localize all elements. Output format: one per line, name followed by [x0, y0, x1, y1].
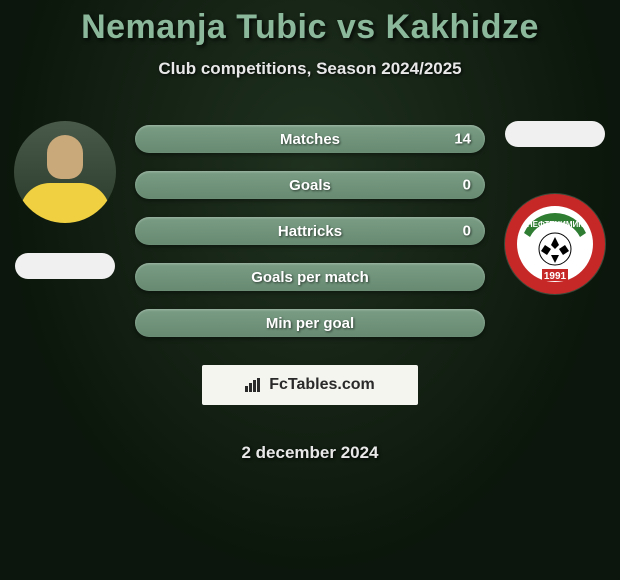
snapshot-date: 2 december 2024: [241, 443, 378, 463]
left-flag-pill: [15, 253, 115, 279]
stat-row-goals: Goals 0: [135, 171, 485, 199]
stat-row-min-per-goal: Min per goal: [135, 309, 485, 337]
comparison-card: Nemanja Tubic vs Kakhidze Club competiti…: [0, 0, 620, 463]
page-title: Nemanja Tubic vs Kakhidze: [0, 8, 620, 47]
right-flag-pill: [505, 121, 605, 147]
stat-right-value: 0: [463, 177, 471, 194]
right-club-logo: НЕФТЕХИМИК 1991: [504, 193, 606, 295]
stat-label: Goals per match: [251, 269, 369, 286]
club-crest-icon: НЕФТЕХИМИК 1991: [504, 193, 606, 295]
stat-right-value: 0: [463, 223, 471, 240]
stat-label: Matches: [280, 131, 340, 148]
stat-label: Goals: [289, 177, 331, 194]
club-year-text: 1991: [544, 271, 567, 282]
stat-row-hattricks: Hattricks 0: [135, 217, 485, 245]
club-name-text: НЕФТЕХИМИК: [527, 220, 583, 229]
bar-chart-icon: [245, 378, 263, 392]
brand-attribution: FcTables.com: [202, 365, 418, 405]
stat-label: Min per goal: [266, 315, 354, 332]
stats-column: Matches 14 Goals 0 Hattricks 0 Goals per…: [130, 119, 490, 463]
season-subtitle: Club competitions, Season 2024/2025: [0, 59, 620, 79]
stat-row-goals-per-match: Goals per match: [135, 263, 485, 291]
brand-text: FcTables.com: [269, 376, 375, 394]
stat-right-value: 14: [454, 131, 471, 148]
left-player-avatar: [14, 121, 116, 223]
right-player-column: НЕФТЕХИМИК 1991: [490, 119, 620, 325]
stat-label: Hattricks: [278, 223, 342, 240]
stat-row-matches: Matches 14: [135, 125, 485, 153]
left-player-column: [0, 119, 130, 279]
main-row: Matches 14 Goals 0 Hattricks 0 Goals per…: [0, 119, 620, 463]
player-silhouette-icon: [14, 121, 116, 223]
